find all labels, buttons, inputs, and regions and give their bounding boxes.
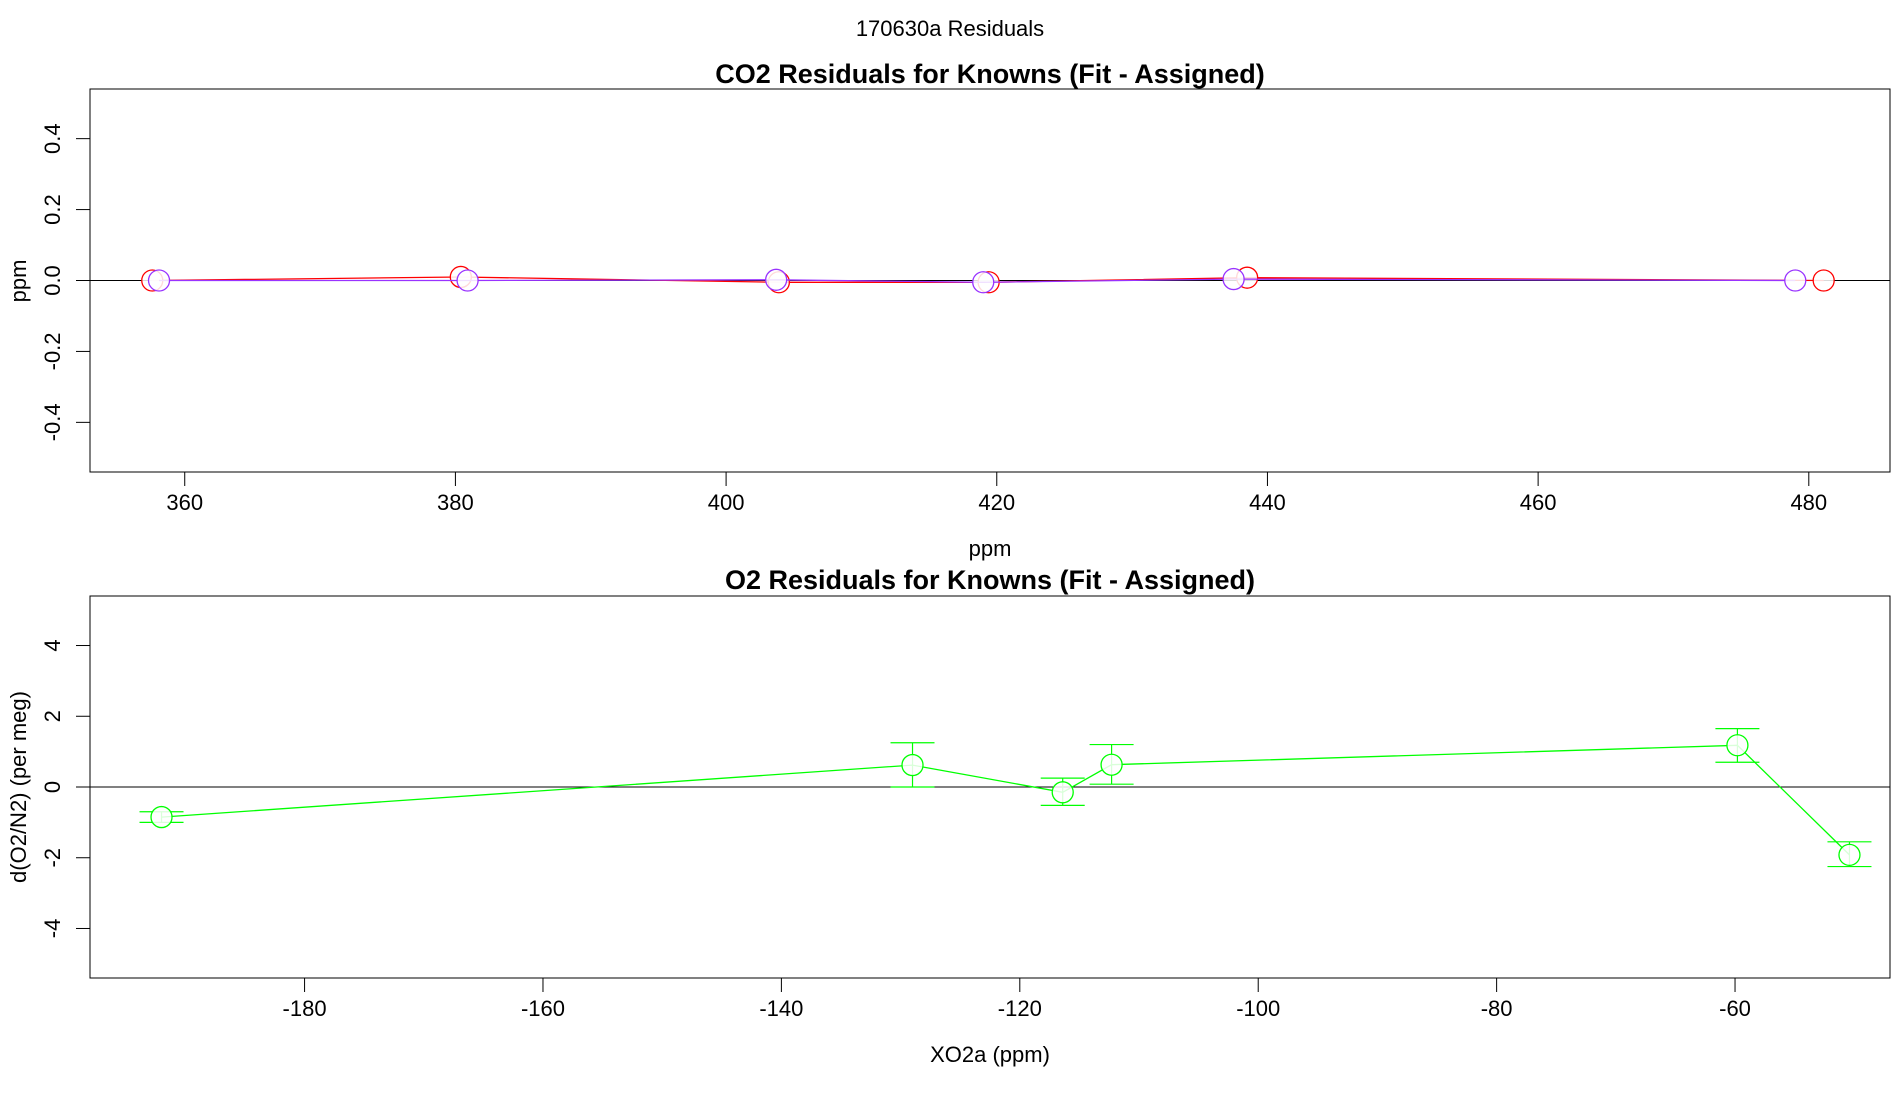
- o2-y-tick-label: -4: [40, 919, 65, 939]
- co2-x-tick-label: 440: [1249, 490, 1286, 515]
- o2-x-tick-label: -60: [1719, 996, 1751, 1021]
- o2-x-tick-label: -140: [759, 996, 803, 1021]
- o2-series-green-point: [1051, 781, 1074, 804]
- co2-y-axis: -0.4 -0.2 0.0 0.2 0.4: [40, 123, 91, 441]
- co2-series-purple-point: [1222, 267, 1245, 291]
- co2-y-tick-label: 0.4: [40, 123, 65, 154]
- co2-series-purple-point: [147, 269, 171, 292]
- co2-x-axis-label: ppm: [969, 536, 1012, 561]
- o2-x-tick-label: -160: [521, 996, 565, 1021]
- o2-y-axis-label: d(O2/N2) (per meg): [6, 691, 31, 883]
- co2-residuals-panel: CO2 Residuals for Knowns (Fit - Assigned…: [6, 59, 1891, 561]
- co2-series-red-line: [152, 276, 1824, 283]
- o2-y-axis: -4 -2 0 2 4: [40, 639, 91, 939]
- o2-series-green-point: [150, 805, 173, 829]
- o2-series-green-point: [901, 753, 924, 777]
- co2-chart-title: CO2 Residuals for Knowns (Fit - Assigned…: [715, 59, 1265, 89]
- o2-series-green-point: [1726, 734, 1749, 757]
- o2-series-layer: [139, 728, 1872, 868]
- o2-y-tick-label: 2: [40, 710, 65, 722]
- co2-y-tick-label: -0.4: [40, 403, 65, 441]
- o2-x-tick-label: -100: [1236, 996, 1280, 1021]
- o2-x-tick-label: -80: [1481, 996, 1513, 1021]
- co2-series-purple-point: [972, 271, 995, 294]
- co2-series-red-point: [1812, 269, 1835, 292]
- o2-x-tick-label: -180: [283, 996, 327, 1021]
- o2-y-tick-label: -2: [40, 848, 65, 868]
- co2-y-tick-label: 0.2: [40, 194, 65, 225]
- co2-x-tick-label: 400: [708, 490, 745, 515]
- co2-x-tick-label: 360: [166, 490, 203, 515]
- o2-y-tick-label: 4: [40, 639, 65, 651]
- co2-x-tick-label: 420: [978, 490, 1015, 515]
- o2-x-axis: -180 -160 -140 -120 -100 -80 -60: [283, 977, 1751, 1021]
- co2-series-purple-line: [159, 278, 1796, 283]
- co2-y-tick-label: 0.0: [40, 265, 65, 296]
- o2-x-axis-label: XO2a (ppm): [930, 1042, 1050, 1067]
- o2-x-tick-label: -120: [998, 996, 1042, 1021]
- co2-series-purple-point: [765, 268, 788, 291]
- co2-y-tick-label: -0.2: [40, 332, 65, 370]
- page-title: 170630a Residuals: [856, 16, 1044, 41]
- co2-x-tick-label: 460: [1520, 490, 1557, 515]
- co2-x-tick-label: 480: [1790, 490, 1827, 515]
- o2-chart-title: O2 Residuals for Knowns (Fit - Assigned): [725, 565, 1255, 595]
- o2-series-green-point: [1100, 753, 1123, 776]
- co2-series-layer: [141, 265, 1835, 294]
- o2-series-green-point: [1838, 843, 1861, 867]
- co2-series-purple-point: [1784, 269, 1807, 292]
- co2-series-purple-point: [456, 269, 479, 292]
- o2-y-tick-label: 0: [40, 781, 65, 793]
- co2-x-axis: 360 380 400 420 440 460 480: [166, 471, 1827, 515]
- co2-x-tick-label: 380: [437, 490, 474, 515]
- o2-residuals-panel: O2 Residuals for Knowns (Fit - Assigned)…: [6, 565, 1891, 1067]
- o2-series-green-line: [161, 744, 1850, 856]
- co2-y-axis-label: ppm: [6, 260, 31, 303]
